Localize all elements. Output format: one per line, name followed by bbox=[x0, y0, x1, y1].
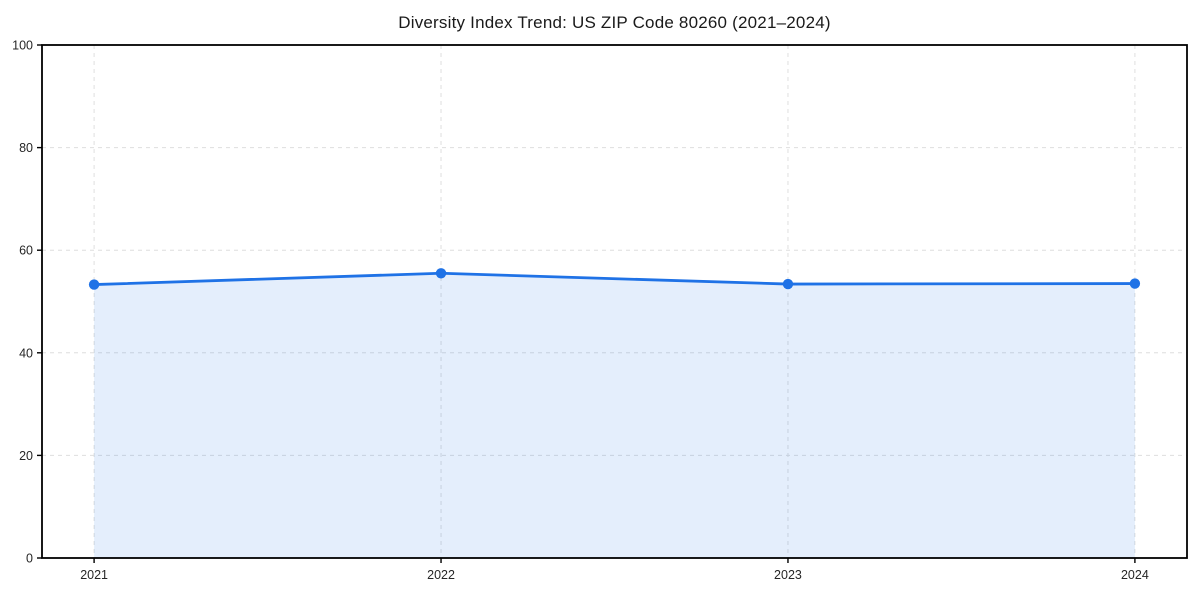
series-area bbox=[94, 273, 1135, 558]
x-tick-label: 2023 bbox=[774, 568, 802, 582]
x-tick-label: 2024 bbox=[1121, 568, 1149, 582]
y-tick-label: 100 bbox=[12, 39, 33, 53]
y-tick-label: 80 bbox=[19, 141, 33, 155]
y-tick-label: 20 bbox=[19, 449, 33, 463]
y-tick-label: 0 bbox=[26, 552, 33, 566]
plot-border bbox=[41, 44, 1188, 559]
plot-spines bbox=[41, 44, 1188, 559]
axis-labels: 0 20 40 60 80 100 2021 2022 2023 2024 bbox=[12, 39, 1149, 583]
x-tick-label: 2022 bbox=[427, 568, 455, 582]
area-fill bbox=[94, 273, 1135, 558]
gridlines bbox=[42, 45, 1187, 558]
series-line bbox=[92, 271, 1137, 286]
data-point bbox=[435, 268, 447, 279]
data-points bbox=[88, 268, 1141, 290]
data-point bbox=[1129, 278, 1141, 289]
x-tick-label: 2021 bbox=[80, 568, 108, 582]
axis-ticks bbox=[37, 44, 1136, 563]
data-point bbox=[782, 278, 794, 290]
data-point bbox=[88, 279, 100, 290]
trend-line bbox=[92, 271, 1137, 286]
y-tick-label: 40 bbox=[19, 346, 33, 360]
y-tick-label: 60 bbox=[19, 244, 33, 258]
chart-title: Diversity Index Trend: US ZIP Code 80260… bbox=[398, 13, 831, 32]
